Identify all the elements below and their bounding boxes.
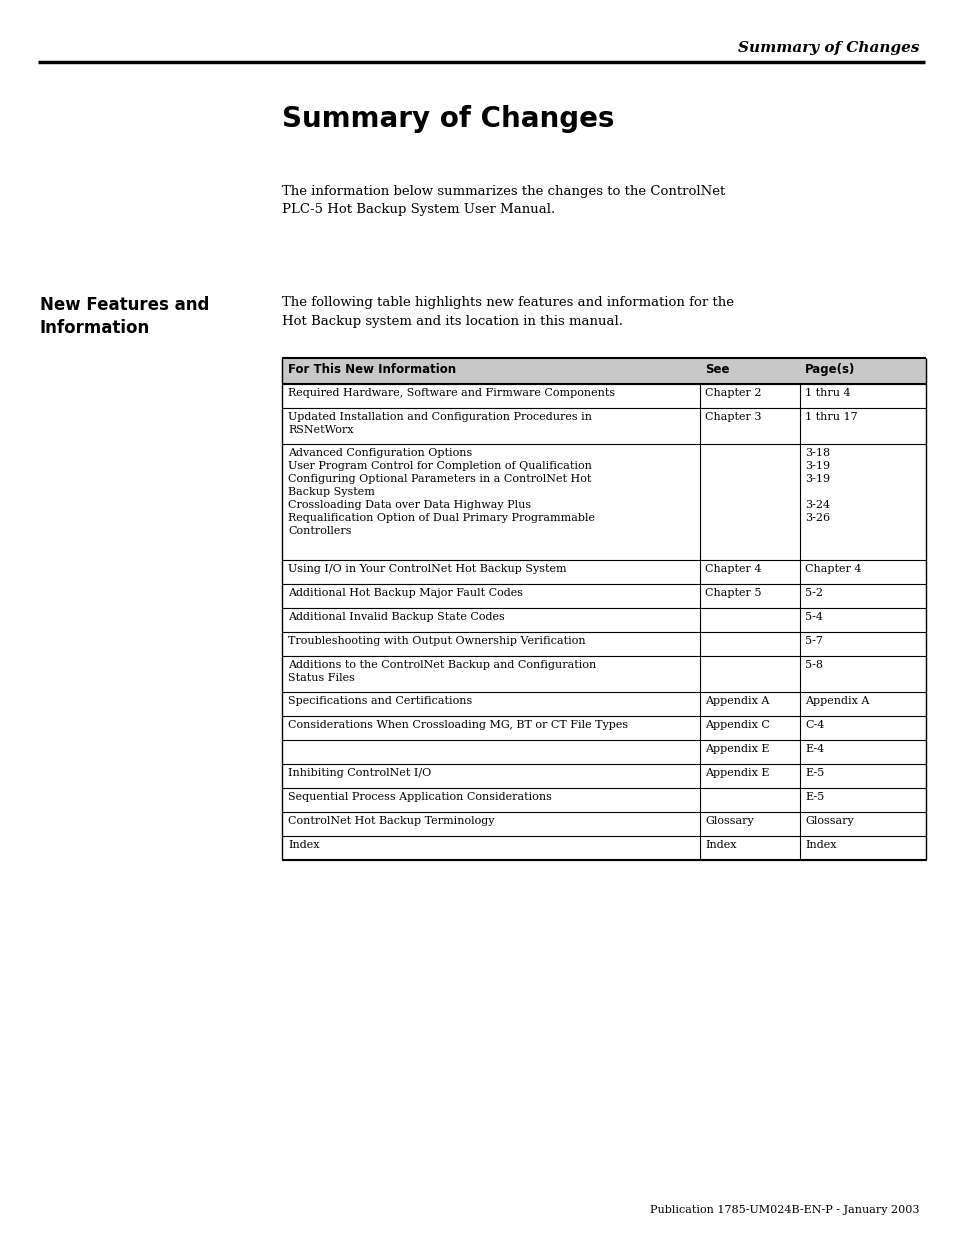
Text: Advanced Configuration Options
User Program Control for Completion of Qualificat: Advanced Configuration Options User Prog… (288, 448, 595, 536)
Text: Chapter 2: Chapter 2 (704, 388, 760, 398)
Text: 5-7: 5-7 (804, 636, 822, 646)
Text: Chapter 3: Chapter 3 (704, 412, 760, 422)
Text: See: See (704, 363, 729, 375)
Text: New Features and
Information: New Features and Information (40, 296, 209, 337)
Text: Additions to the ControlNet Backup and Configuration
Status Files: Additions to the ControlNet Backup and C… (288, 659, 596, 683)
Text: Chapter 5: Chapter 5 (704, 588, 760, 598)
Text: Updated Installation and Configuration Procedures in
RSNetWorx: Updated Installation and Configuration P… (288, 412, 592, 435)
Text: ControlNet Hot Backup Terminology: ControlNet Hot Backup Terminology (288, 816, 494, 826)
Text: Using I/O in Your ControlNet Hot Backup System: Using I/O in Your ControlNet Hot Backup … (288, 564, 566, 574)
Text: Appendix C: Appendix C (704, 720, 769, 730)
Text: For This New Information: For This New Information (288, 363, 456, 375)
Text: Appendix A: Appendix A (704, 697, 768, 706)
Text: E-5: E-5 (804, 768, 823, 778)
Text: Index: Index (804, 840, 836, 850)
Text: Summary of Changes: Summary of Changes (282, 105, 614, 133)
Text: Appendix E: Appendix E (704, 743, 769, 755)
Text: E-4: E-4 (804, 743, 823, 755)
Text: Additional Hot Backup Major Fault Codes: Additional Hot Backup Major Fault Codes (288, 588, 522, 598)
Text: E-5: E-5 (804, 792, 823, 802)
Text: 1 thru 4: 1 thru 4 (804, 388, 850, 398)
Text: Index: Index (704, 840, 736, 850)
Text: 1 thru 17: 1 thru 17 (804, 412, 857, 422)
Text: 5-8: 5-8 (804, 659, 822, 671)
Bar (282, 358, 925, 384)
Text: Appendix A: Appendix A (804, 697, 868, 706)
Text: Page(s): Page(s) (804, 363, 855, 375)
Text: Sequential Process Application Considerations: Sequential Process Application Considera… (288, 792, 551, 802)
Text: Chapter 4: Chapter 4 (704, 564, 760, 574)
Text: Index: Index (288, 840, 319, 850)
Text: The following table highlights new features and information for the
Hot Backup s: The following table highlights new featu… (282, 296, 733, 327)
Text: 3-18
3-19
3-19

3-24
3-26: 3-18 3-19 3-19 3-24 3-26 (804, 448, 829, 524)
Text: Considerations When Crossloading MG, BT or CT File Types: Considerations When Crossloading MG, BT … (288, 720, 627, 730)
Text: Appendix E: Appendix E (704, 768, 769, 778)
Text: Chapter 4: Chapter 4 (804, 564, 861, 574)
Text: C-4: C-4 (804, 720, 823, 730)
Text: Publication 1785-UM024B-EN-P - January 2003: Publication 1785-UM024B-EN-P - January 2… (650, 1205, 919, 1215)
Text: Troubleshooting with Output Ownership Verification: Troubleshooting with Output Ownership Ve… (288, 636, 585, 646)
Text: The information below summarizes the changes to the ControlNet
PLC-5 Hot Backup : The information below summarizes the cha… (282, 185, 724, 216)
Text: Specifications and Certifications: Specifications and Certifications (288, 697, 472, 706)
Text: Summary of Changes: Summary of Changes (738, 41, 919, 56)
Text: 5-4: 5-4 (804, 613, 822, 622)
Text: Inhibiting ControlNet I/O: Inhibiting ControlNet I/O (288, 768, 431, 778)
Text: 5-2: 5-2 (804, 588, 822, 598)
Text: Glossary: Glossary (704, 816, 753, 826)
Text: Glossary: Glossary (804, 816, 853, 826)
Text: Required Hardware, Software and Firmware Components: Required Hardware, Software and Firmware… (288, 388, 615, 398)
Text: Additional Invalid Backup State Codes: Additional Invalid Backup State Codes (288, 613, 504, 622)
